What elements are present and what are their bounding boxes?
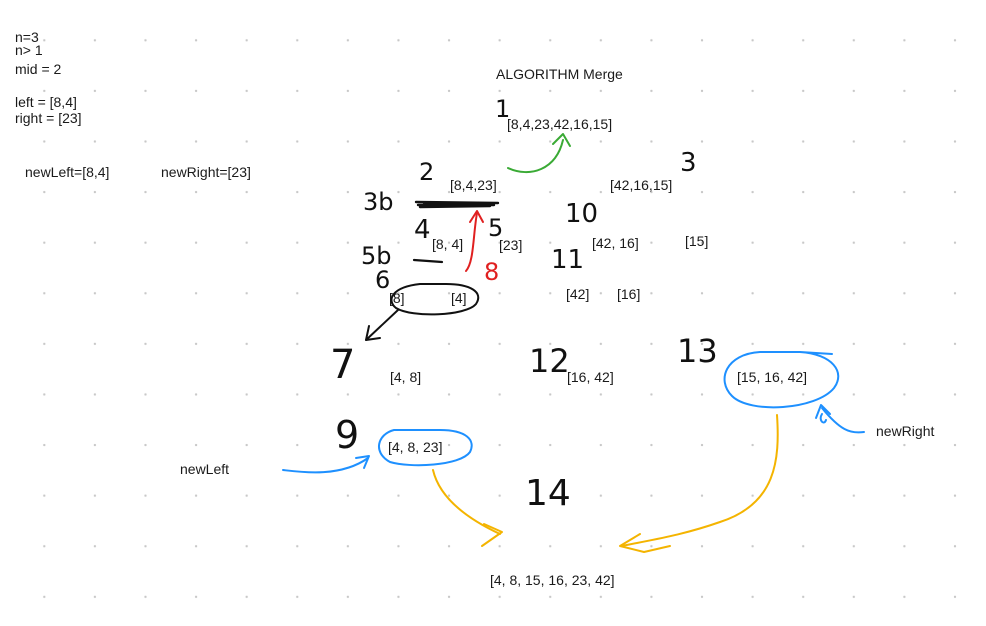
step-number-5b: 5b: [361, 242, 392, 270]
array-step-9: [4, 8, 23]: [388, 439, 443, 455]
red-arrow: [465, 212, 478, 272]
diagram-title: ALGORITHM Merge: [496, 66, 623, 82]
blue-circle-13: [723, 351, 840, 409]
step-number-1: 1: [495, 95, 510, 123]
yellow-arrow-left: [432, 469, 501, 535]
yellow-arrow-right: [621, 414, 779, 547]
array-step-7: [4, 8]: [390, 369, 422, 385]
step-number-14: 14: [525, 473, 571, 514]
array-15: [15]: [685, 233, 709, 249]
green-arrow: [507, 139, 564, 174]
step-number-4: 4: [414, 215, 431, 245]
note-new-right: newRight=[23]: [161, 164, 251, 180]
array-step-2: [8,4,23]: [450, 177, 497, 193]
array-step-5: [23]: [499, 237, 523, 253]
step-number-7: 7: [330, 342, 355, 388]
green-arrowhead: [552, 133, 571, 147]
step-number-2: 2: [419, 158, 434, 186]
array-step-12: [16, 42]: [567, 369, 614, 385]
step-number-12: 12: [529, 342, 570, 380]
note-right: right = [23]: [15, 110, 82, 126]
step-number-6: 6: [375, 266, 390, 294]
dash-5b: [412, 258, 444, 264]
note-mid: mid = 2: [15, 61, 62, 77]
note-new-left: newLeft=[8,4]: [25, 164, 110, 180]
black-arrow-6-to-7: [365, 309, 399, 341]
array-result: [4, 8, 15, 16, 23, 42]: [490, 572, 615, 588]
merge-ellipse-6: [390, 283, 480, 316]
yellow-arrowhead-left: [481, 523, 503, 547]
step-number-3b: 3b: [363, 188, 394, 216]
array-step-6-right: [4]: [451, 290, 467, 306]
array-step-10: [42, 16]: [592, 235, 639, 251]
label-new-left: newLeft: [180, 461, 230, 477]
split-bar-3b: [414, 200, 500, 209]
step-number-10: 10: [565, 199, 598, 229]
note-left: left = [8,4]: [15, 94, 77, 110]
blue-arrow-new-right: [821, 407, 865, 434]
red-arrowhead: [469, 210, 484, 223]
blue-circle-9: [378, 429, 473, 467]
array-step-11-right: [16]: [617, 286, 641, 302]
array-step-4: [8, 4]: [432, 236, 464, 252]
array-step-11-left: [42]: [566, 286, 590, 302]
step-number-13: 13: [677, 332, 718, 370]
step-number-5: 5: [488, 214, 503, 242]
blue-arrowhead-new-right: [815, 404, 831, 424]
label-new-right: newRight: [876, 423, 935, 439]
blue-arrowhead-new-left: [355, 455, 370, 469]
blue-arrow-new-left: [282, 457, 369, 474]
yellow-arrowhead-right: [619, 533, 671, 553]
step-number-9: 9: [335, 413, 359, 457]
array-step-3: [42,16,15]: [610, 177, 673, 193]
step-number-8: 8: [484, 258, 499, 286]
note-n-condition: n> 1: [15, 42, 43, 58]
black-arrowhead-7: [365, 325, 381, 341]
step-number-11: 11: [551, 245, 584, 275]
array-step-13: [15, 16, 42]: [737, 369, 808, 385]
note-n: n=3: [15, 29, 39, 45]
array-step-1: [8,4,23,42,16,15]: [507, 116, 613, 132]
step-number-3: 3: [680, 148, 697, 178]
